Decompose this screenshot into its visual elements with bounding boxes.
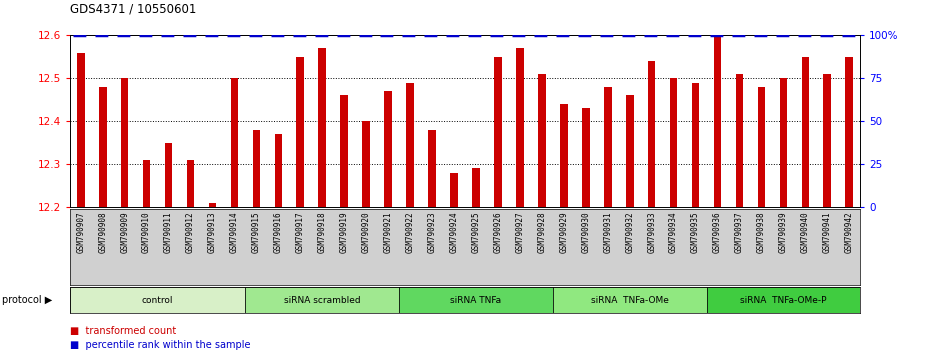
Text: GSM790907: GSM790907 [76, 211, 86, 253]
Text: GSM790935: GSM790935 [691, 211, 700, 253]
Text: GSM790941: GSM790941 [823, 211, 831, 253]
Bar [560, 104, 567, 207]
Bar [713, 27, 722, 207]
Bar [707, 287, 860, 313]
Bar [384, 91, 392, 207]
Bar [736, 74, 743, 207]
Text: GSM790939: GSM790939 [779, 211, 788, 253]
Text: GSM790932: GSM790932 [625, 211, 634, 253]
Text: GSM790911: GSM790911 [164, 211, 173, 253]
Text: GSM790926: GSM790926 [494, 211, 502, 253]
Text: GSM790933: GSM790933 [647, 211, 657, 253]
Bar [70, 287, 246, 313]
Bar [670, 78, 677, 207]
Bar [121, 78, 128, 207]
Text: GSM790942: GSM790942 [844, 211, 854, 253]
Text: GSM790914: GSM790914 [230, 211, 239, 253]
Text: GSM790936: GSM790936 [713, 211, 722, 253]
Text: GSM790924: GSM790924 [449, 211, 458, 253]
Bar [143, 160, 151, 207]
Text: GSM790908: GSM790908 [99, 211, 107, 253]
Text: GSM790928: GSM790928 [538, 211, 546, 253]
Bar [340, 96, 348, 207]
Bar [428, 130, 436, 207]
Text: GDS4371 / 10550601: GDS4371 / 10550601 [70, 3, 196, 16]
Text: GSM790920: GSM790920 [362, 211, 371, 253]
Text: GSM790934: GSM790934 [669, 211, 678, 253]
Text: GSM790940: GSM790940 [801, 211, 810, 253]
Bar [231, 78, 238, 207]
Text: GSM790925: GSM790925 [472, 211, 481, 253]
Bar [494, 57, 502, 207]
Text: GSM790915: GSM790915 [252, 211, 261, 253]
Bar [406, 82, 414, 207]
Text: GSM790916: GSM790916 [273, 211, 283, 253]
Bar [779, 78, 787, 207]
Bar [626, 96, 633, 207]
Bar [318, 48, 326, 207]
Bar [758, 87, 765, 207]
Text: protocol ▶: protocol ▶ [2, 295, 52, 305]
Text: GSM790917: GSM790917 [296, 211, 305, 253]
Text: GSM790912: GSM790912 [186, 211, 195, 253]
Bar [802, 57, 809, 207]
Bar [845, 57, 853, 207]
Bar [472, 169, 480, 207]
Text: GSM790927: GSM790927 [515, 211, 525, 253]
Text: GSM790922: GSM790922 [405, 211, 415, 253]
Text: GSM790931: GSM790931 [604, 211, 612, 253]
Text: siRNA  TNFa-OMe: siRNA TNFa-OMe [591, 296, 669, 304]
Text: GSM790910: GSM790910 [142, 211, 151, 253]
Text: GSM790937: GSM790937 [735, 211, 744, 253]
Bar [274, 134, 282, 207]
Bar [297, 57, 304, 207]
Bar [582, 108, 590, 207]
Bar [538, 74, 546, 207]
Text: siRNA TNFa: siRNA TNFa [450, 296, 501, 304]
Bar [692, 82, 699, 207]
Bar [77, 52, 85, 207]
Text: GSM790918: GSM790918 [318, 211, 326, 253]
Bar [208, 203, 217, 207]
Bar [165, 143, 172, 207]
Bar [399, 287, 552, 313]
Bar [552, 287, 707, 313]
Bar [823, 74, 831, 207]
Bar [363, 121, 370, 207]
Text: GSM790909: GSM790909 [120, 211, 129, 253]
Bar [99, 87, 107, 207]
Bar [187, 160, 194, 207]
Text: ■  percentile rank within the sample: ■ percentile rank within the sample [70, 340, 250, 350]
Text: control: control [142, 296, 173, 304]
Text: GSM790913: GSM790913 [208, 211, 217, 253]
Text: GSM790938: GSM790938 [757, 211, 766, 253]
Bar [516, 48, 524, 207]
Text: GSM790930: GSM790930 [581, 211, 591, 253]
Bar [450, 173, 458, 207]
Text: ■  transformed count: ■ transformed count [70, 326, 176, 336]
Bar [253, 130, 260, 207]
Bar [604, 87, 612, 207]
Text: GSM790923: GSM790923 [428, 211, 436, 253]
Text: siRNA  TNFa-OMe-P: siRNA TNFa-OMe-P [740, 296, 827, 304]
Text: GSM790929: GSM790929 [559, 211, 568, 253]
Text: GSM790921: GSM790921 [384, 211, 392, 253]
Bar [648, 61, 656, 207]
Bar [246, 287, 399, 313]
Text: GSM790919: GSM790919 [339, 211, 349, 253]
Text: siRNA scrambled: siRNA scrambled [284, 296, 361, 304]
